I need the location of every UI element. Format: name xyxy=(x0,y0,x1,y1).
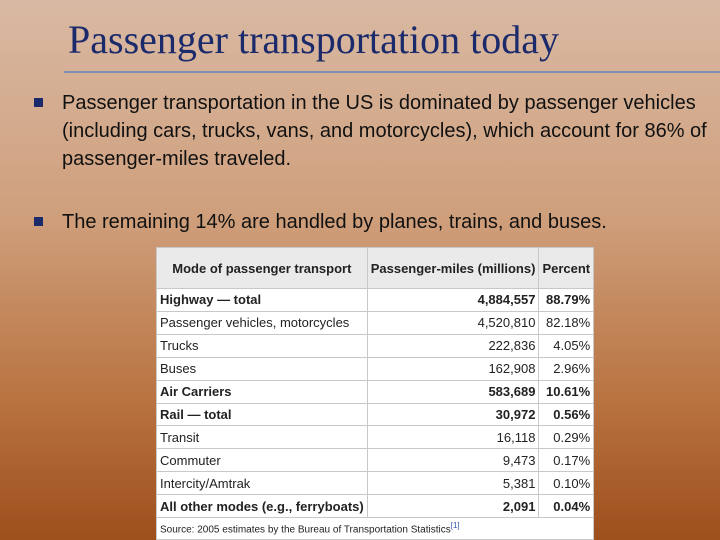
table-row: Rail — total 30,972 0.56% xyxy=(156,402,595,427)
bullet-marker xyxy=(34,98,43,107)
table-row: Air Carriers 583,689 10.61% xyxy=(156,379,595,404)
source-ref: [1] xyxy=(450,521,460,531)
table-cell: 5,381 xyxy=(366,471,540,496)
table-cell: 16,118 xyxy=(366,425,540,450)
header-row: Mode of passenger transport Passenger-mil… xyxy=(156,247,595,289)
table-row: All other modes (e.g., ferryboats) 2,091 0… xyxy=(156,494,595,519)
table-cell: 0.29% xyxy=(538,425,595,450)
bullet-marker xyxy=(34,217,43,226)
table-cell: 88.79% xyxy=(538,288,595,312)
bullet-text: The remaining 14% are handled by planes,… xyxy=(62,211,607,233)
table-cell: All other modes (e.g., ferryboats) xyxy=(156,494,368,519)
table-cell: 2,091 xyxy=(366,494,540,519)
table-row: Trucks 222,836 4.05% xyxy=(156,333,595,358)
column-header: Passenger-miles (millions) xyxy=(366,247,540,289)
table-cell: Passenger vehicles, motorcycles xyxy=(156,310,368,335)
table-cell: 4,520,810 xyxy=(366,310,540,335)
source-row: Source: 2005 estimates by the Bureau of … xyxy=(155,517,595,540)
table-cell: 583,689 xyxy=(366,379,540,404)
table-cell: 82.18% xyxy=(538,310,595,335)
table-cell: Trucks xyxy=(156,333,368,358)
table-row: Commuter 9,473 0.17% xyxy=(156,448,595,473)
table-cell: 0.56% xyxy=(538,402,595,427)
table-row: Transit 16,118 0.29% xyxy=(156,425,595,450)
column-header: Mode of passenger transport xyxy=(156,247,368,289)
table-cell: Highway — total xyxy=(156,288,368,312)
table-cell: Transit xyxy=(156,425,368,450)
table-cell: 2.96% xyxy=(538,356,595,381)
table-cell: 222,836 xyxy=(366,333,540,358)
slide-title: Passenger transportation today xyxy=(68,17,559,62)
table-row: Passenger vehicles, motorcycles 4,520,810… xyxy=(156,310,595,335)
title-rule xyxy=(64,71,720,73)
table-row: Highway — total 4,884,557 88.79% xyxy=(156,288,595,312)
table-body: Highway — total 4,884,557 88.79% Passenger … xyxy=(155,288,595,540)
table-row: Buses 162,908 2.96% xyxy=(156,356,595,381)
table-cell: 162,908 xyxy=(366,356,540,381)
table-cell: Buses xyxy=(156,356,368,381)
table-cell: 9,473 xyxy=(366,448,540,473)
table-cell: 0.17% xyxy=(538,448,595,473)
table-cell: 0.04% xyxy=(538,494,595,519)
table-cell: Rail — total xyxy=(156,402,368,427)
table-cell: Commuter xyxy=(156,448,368,473)
table-cell: 0.10% xyxy=(538,471,595,496)
table-row: Intercity/Amtrak 5,381 0.10% xyxy=(156,471,595,496)
table-cell: 10.61% xyxy=(538,379,595,404)
table-cell: 30,972 xyxy=(366,402,540,427)
data-table: Mode of passenger transport Passenger-mil… xyxy=(155,247,595,540)
bullet-text: Passenger transportation in the US is do… xyxy=(62,92,707,170)
column-header: Percent xyxy=(538,247,595,289)
source-text: Source: 2005 estimates by the Bureau of … xyxy=(160,524,451,536)
table-cell: Intercity/Amtrak xyxy=(156,471,368,496)
table-cell: 4,884,557 xyxy=(366,288,540,312)
table-cell: 4.05% xyxy=(538,333,595,358)
source-cell: Source: 2005 estimates by the Bureau of … xyxy=(155,517,595,540)
table-cell: Air Carriers xyxy=(156,379,368,404)
